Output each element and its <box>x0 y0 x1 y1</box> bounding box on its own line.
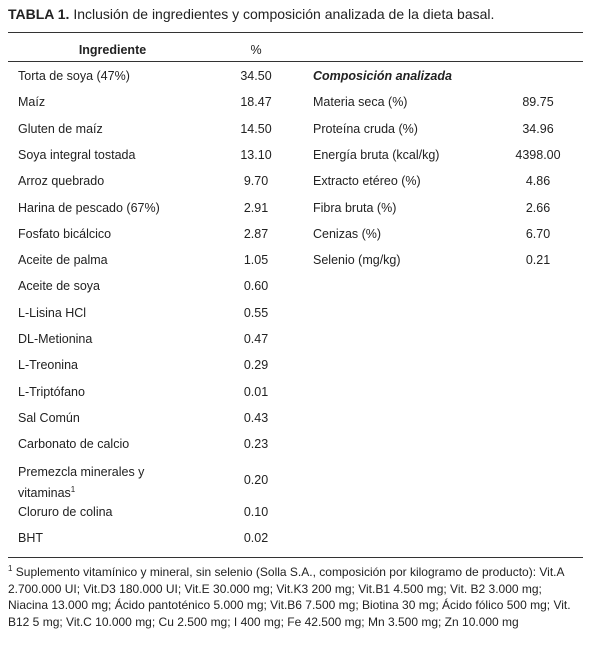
ingredient-name: Aceite de palma <box>18 252 108 268</box>
ingredient-name: Gluten de maíz <box>18 121 103 137</box>
ingredient-name: Arroz quebrado <box>18 173 104 189</box>
composition-name: Proteína cruda (%) <box>313 121 418 136</box>
footnote: 1 Suplemento vitamínico y mineral, sin s… <box>8 561 583 630</box>
header: % <box>250 43 262 57</box>
composition-value: 4.86 <box>525 174 551 189</box>
ingredient-name-text: Harina de pescado (67%) <box>18 200 160 215</box>
bottom-rule <box>8 557 583 558</box>
ingredient-name-text: Aceite de palma <box>18 253 108 268</box>
ingredient-name: DL-Metionina <box>18 331 92 347</box>
ingredient-value: 0.55 <box>243 305 269 320</box>
ingredient-name: Aceite de soya <box>18 278 100 294</box>
ingredient-name: Carbonato de calcio <box>18 436 129 452</box>
ingredient-name-text: Soya integral tostada <box>18 147 136 162</box>
top-rule <box>8 32 583 33</box>
ingredient-value: 0.47 <box>243 332 269 346</box>
ingredient-value: 0.02 <box>243 530 269 545</box>
composition-value: 89.75 <box>522 95 554 110</box>
composition-name: Extracto etéreo (%) <box>313 174 421 189</box>
composition-name: Selenio (mg/kg) <box>313 253 401 268</box>
header: Ingrediente <box>78 43 147 57</box>
composition-value: 2.66 <box>525 200 551 215</box>
ingredient-value: 14.50 <box>240 121 272 136</box>
ingredient-name: Torta de soya (47%) <box>18 68 130 84</box>
ingredient-value: 0.20 <box>243 472 269 487</box>
ingredient-value: 0.23 <box>243 437 269 452</box>
ingredient-name: L-Lisina HCl <box>18 305 86 321</box>
ingredient-name: Maíz <box>18 94 45 110</box>
ingredient-name: L-Triptófano <box>18 384 85 400</box>
footnote-text: Suplemento vitamínico y mineral, sin sel… <box>8 565 571 629</box>
ingredient-name: Premezcla minerales y vitaminas1 <box>18 463 178 502</box>
ingredient-name: BHT <box>18 530 43 546</box>
composition-name: Fibra bruta (%) <box>313 200 397 215</box>
ingredient-name-text: Torta de soya (47%) <box>18 69 130 83</box>
ingredient-name-text: Premezcla minerales y vitaminas <box>18 464 145 500</box>
ingredient-value: 0.60 <box>243 279 269 294</box>
ingredient-name-text: Gluten de maíz <box>18 121 103 136</box>
ingredient-name: Soya integral tostada <box>18 147 135 163</box>
footnote-mark: 1 <box>8 564 13 573</box>
ingredient-value: 2.91 <box>243 200 269 215</box>
ingredient-name-text: Cloruro de colina <box>18 504 113 519</box>
composition-value: 0.21 <box>525 253 551 268</box>
ingredient-value: 0.43 <box>243 410 269 425</box>
ingredient-name-text: Maíz <box>18 95 46 110</box>
ingredient-name-text: L-Triptófano <box>18 384 85 399</box>
ingredient-name-text: Carbonato de calcio <box>18 437 130 452</box>
ingredient-value: 0.01 <box>243 384 269 399</box>
composition-name: Materia seca (%) <box>313 95 408 110</box>
ingredient-name: Fosfato bicálcico <box>18 226 111 242</box>
composition-name: Energía bruta (kcal/kg) <box>313 147 440 162</box>
ingredient-name: Sal Común <box>18 410 80 426</box>
ingredient-value: 34.50 <box>240 69 272 83</box>
composition-name: Cenizas (%) <box>313 226 382 241</box>
ingredient-value: 9.70 <box>243 174 269 189</box>
ingredient-name-text: Fosfato bicálcico <box>18 226 112 241</box>
ingredient-name: L-Treonina <box>18 357 78 373</box>
ingredient-name-text: Aceite de soya <box>18 279 100 294</box>
composition-value: 6.70 <box>525 226 551 241</box>
ingredient-value: 0.10 <box>243 504 269 519</box>
title-label: TABLA 1. <box>8 6 70 22</box>
note-mark: 1 <box>70 484 76 494</box>
ingredient-name-text: DL-Metionina <box>18 332 93 346</box>
ingredient-name: Cloruro de colina <box>18 504 113 520</box>
ingredient-name-text: BHT <box>18 530 43 545</box>
ingredient-value: 18.47 <box>240 95 272 110</box>
ingredient-value: 13.10 <box>240 147 272 162</box>
ingredient-name-text: L-Lisina HCl <box>18 305 87 320</box>
ingredient-name-text: Sal Común <box>18 410 80 425</box>
ingredient-value: 2.87 <box>243 226 269 241</box>
composition-value: 4398.00 <box>515 147 561 162</box>
title: TABLA 1. Inclusión de ingredientes y com… <box>8 6 494 22</box>
header-rule <box>8 61 583 62</box>
ingredient-value: 1.05 <box>243 253 269 268</box>
ingredient-name-text: Arroz quebrado <box>18 174 105 189</box>
title-text: Inclusión de ingredientes y composición … <box>73 6 495 22</box>
composition-title: Composición analizada <box>313 69 452 83</box>
composition-value: 34.96 <box>522 121 554 136</box>
ingredient-name: Harina de pescado (67%) <box>18 200 160 216</box>
ingredient-value: 0.29 <box>243 358 269 373</box>
ingredient-name-text: L-Treonina <box>18 358 78 373</box>
